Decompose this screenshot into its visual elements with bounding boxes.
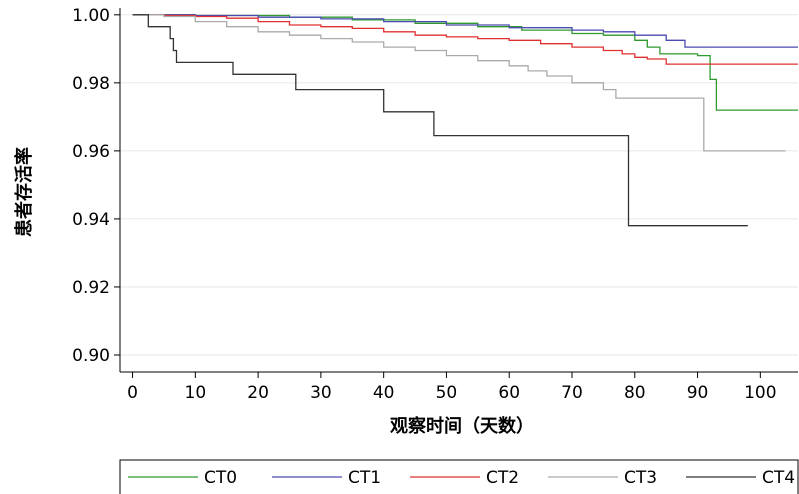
legend-label-ct3: CT3	[624, 468, 657, 488]
x-tick-label: 60	[498, 383, 520, 403]
y-tick-label: 0.96	[72, 142, 110, 162]
series-lines	[132, 14, 798, 227]
legend: CT0 CT1 CT2 CT3 CT4	[119, 459, 799, 494]
x-axis-title: 观察时间（天数）	[390, 415, 534, 437]
y-axis-title: 患者存活率	[13, 147, 35, 237]
series-line-ct3	[132, 14, 786, 152]
legend-frame	[119, 459, 799, 494]
legend-label-ct0: CT0	[204, 468, 237, 488]
tick-labels: 0.90 0.92 0.94 0.96 0.98 1.00 0 10 20 30 40 50 60 70 8…	[72, 6, 776, 403]
series-line-ct0	[132, 14, 798, 111]
legend-label-ct1: CT1	[348, 468, 381, 488]
legend-label-ct2: CT2	[486, 468, 519, 488]
x-tick-label: 0	[127, 383, 138, 403]
x-tick-label: 90	[687, 383, 709, 403]
x-tick-label: 10	[185, 383, 207, 403]
x-tick-label: 30	[310, 383, 332, 403]
x-tick-label: 100	[744, 383, 776, 403]
x-tick-label: 20	[247, 383, 269, 403]
gridlines	[120, 14, 798, 356]
series-line-ct4	[132, 14, 748, 227]
legend-label-ct4: CT4	[762, 468, 795, 488]
x-tick-label: 50	[436, 383, 458, 403]
series-line-ct2	[132, 14, 798, 65]
y-tick-label: 1.00	[72, 6, 110, 26]
x-tick-label: 80	[624, 383, 646, 403]
x-tick-label: 40	[373, 383, 395, 403]
y-tick-label: 0.90	[72, 346, 110, 366]
axes	[114, 8, 798, 378]
series-line-ct1	[132, 14, 798, 48]
y-tick-label: 0.94	[72, 210, 110, 230]
y-tick-label: 0.98	[72, 74, 110, 94]
x-tick-label: 70	[561, 383, 583, 403]
y-tick-label: 0.92	[72, 278, 110, 298]
